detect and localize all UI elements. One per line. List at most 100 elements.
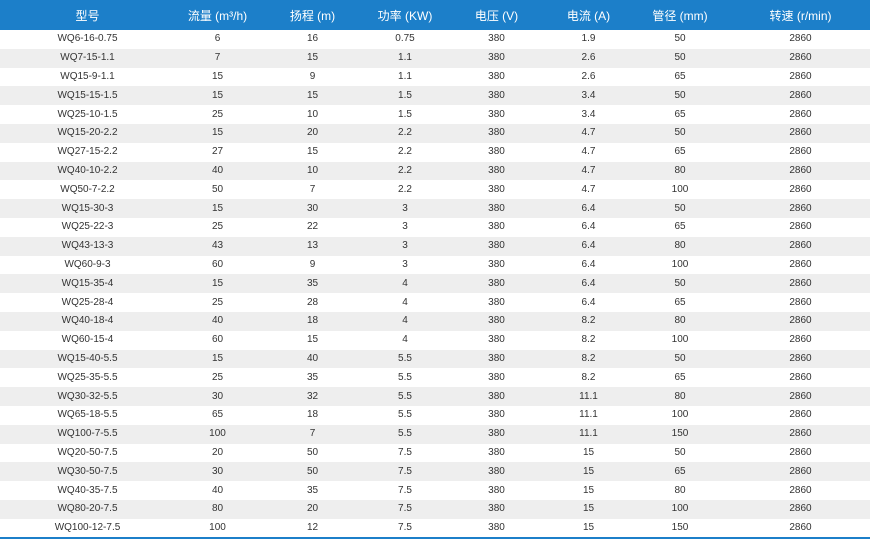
table-row: WQ15-15-1.5 15 15 1.5 380 3.4 50 2860 [0, 86, 870, 106]
current-cell: 8.2 [581, 352, 596, 364]
flow-cell: 15 [211, 70, 224, 82]
current-cell: 6.4 [581, 258, 596, 270]
current-cell: 6.4 [581, 277, 596, 289]
head-cell: 35 [306, 277, 319, 289]
current-cell: 4.7 [581, 127, 596, 139]
head-cell: 18 [306, 409, 319, 421]
pipe-diameter-header: 管径 (mm) [652, 8, 708, 23]
pipe-diameter-cell: 50 [674, 202, 686, 214]
current-cell: 6.4 [581, 202, 596, 214]
pipe-diameter-cell: 100 [671, 258, 689, 270]
model-cell: WQ100-7-5.5 [57, 428, 118, 440]
power-cell: 2.2 [398, 164, 412, 176]
head-cell: 9 [309, 258, 316, 270]
current-cell: 11.1 [579, 428, 598, 440]
pipe-diameter-cell: 65 [674, 371, 686, 383]
power-cell: 7.5 [398, 521, 412, 533]
head-cell: 35 [306, 371, 319, 383]
power-cell: 4 [402, 277, 408, 289]
current-cell: 11.1 [579, 409, 598, 421]
power-cell: 4 [402, 296, 408, 308]
pipe-diameter-cell: 100 [671, 409, 689, 421]
model-cell: WQ60-15-4 [61, 334, 114, 346]
power-cell: 3 [402, 240, 408, 252]
power-cell: 2.2 [398, 146, 412, 158]
power-cell: 1.5 [398, 89, 412, 101]
pipe-diameter-cell: 80 [674, 240, 686, 252]
flow-cell: 100 [209, 521, 226, 533]
table-row: WQ40-10-2.2 40 10 2.2 380 4.7 80 2860 [0, 161, 870, 181]
flow-cell: 40 [211, 164, 224, 176]
flow-cell: 20 [211, 446, 224, 458]
model-cell: WQ43-13-3 [61, 240, 114, 252]
speed-cell: 2860 [789, 221, 812, 233]
voltage-cell: 380 [488, 70, 505, 82]
table-row: WQ20-50-7.5 20 50 7.5 380 15 50 2860 [0, 443, 870, 463]
table-row: WQ60-9-3 60 9 3 380 6.4 100 2860 [0, 255, 870, 275]
power-cell: 2.2 [398, 183, 412, 195]
model-cell: WQ40-18-4 [61, 315, 114, 327]
current-cell: 1.9 [581, 33, 596, 45]
flow-cell: 25 [211, 108, 224, 120]
flow-cell: 30 [211, 390, 224, 402]
head-cell: 16 [306, 33, 319, 45]
voltage-cell: 380 [488, 146, 505, 158]
head-cell: 20 [306, 127, 319, 139]
pipe-diameter-cell: 50 [674, 352, 686, 364]
table-row: WQ7-15-1.1 7 15 1.1 380 2.6 50 2860 [0, 48, 870, 68]
head-cell: 7 [309, 428, 316, 440]
power-cell: 3 [402, 202, 408, 214]
flow-cell: 100 [209, 428, 226, 440]
current-header: 电流 (A) [566, 8, 611, 23]
head-cell: 22 [306, 221, 319, 233]
flow-cell: 7 [214, 52, 221, 64]
table-row: WQ40-18-4 40 18 4 380 8.2 80 2860 [0, 311, 870, 331]
current-cell: 6.4 [581, 240, 596, 252]
power-cell: 5.5 [398, 371, 412, 383]
table-header: 型号 流量 (m³/h) 扬程 (m) 功率 (KW) 电压 (V) 电流 (A) 管径 (… [0, 0, 870, 30]
voltage-cell: 380 [488, 221, 505, 233]
model-cell: WQ30-50-7.5 [57, 465, 118, 477]
flow-header: 流量 (m³/h) [187, 8, 248, 23]
pipe-diameter-cell: 50 [674, 52, 686, 64]
flow-cell: 43 [211, 240, 224, 252]
current-cell: 15 [582, 484, 595, 496]
current-cell: 15 [582, 465, 595, 477]
pipe-diameter-cell: 65 [674, 70, 686, 82]
model-cell: WQ15-15-1.5 [57, 89, 118, 101]
model-cell: WQ40-35-7.5 [57, 484, 118, 496]
speed-cell: 2860 [789, 428, 812, 440]
pipe-diameter-cell: 65 [674, 108, 686, 120]
power-cell: 4 [402, 334, 408, 346]
head-cell: 30 [306, 202, 319, 214]
flow-cell: 80 [211, 503, 224, 515]
power-cell: 4 [402, 315, 408, 327]
speed-cell: 2860 [789, 334, 812, 346]
table-row: WQ15-9-1.1 15 9 1.1 380 2.6 65 2860 [0, 67, 870, 87]
model-cell: WQ6-16-0.75 [57, 33, 118, 45]
pipe-diameter-cell: 65 [674, 221, 686, 233]
model-cell: WQ30-32-5.5 [57, 390, 118, 402]
head-cell: 18 [306, 315, 319, 327]
voltage-cell: 380 [488, 409, 505, 421]
voltage-cell: 380 [488, 484, 505, 496]
voltage-cell: 380 [488, 240, 505, 252]
table-row: WQ15-20-2.2 15 20 2.2 380 4.7 50 2860 [0, 123, 870, 143]
head-cell: 15 [306, 146, 319, 158]
head-header: 扬程 (m) [289, 8, 336, 23]
current-cell: 4.7 [581, 164, 596, 176]
flow-cell: 6 [214, 33, 221, 45]
speed-cell: 2860 [789, 70, 812, 82]
speed-cell: 2860 [789, 33, 812, 45]
table-row: WQ30-50-7.5 30 50 7.5 380 15 65 2860 [0, 462, 870, 482]
model-cell: WQ25-22-3 [61, 221, 114, 233]
head-cell: 28 [306, 296, 319, 308]
flow-cell: 60 [211, 334, 224, 346]
table-row: WQ15-40-5.5 15 40 5.5 380 8.2 50 2860 [0, 349, 870, 369]
speed-cell: 2860 [789, 52, 812, 64]
table-row: WQ25-22-3 25 22 3 380 6.4 65 2860 [0, 217, 870, 237]
speed-cell: 2860 [789, 465, 812, 477]
pipe-diameter-cell: 65 [674, 296, 686, 308]
flow-cell: 40 [211, 484, 224, 496]
model-cell: WQ60-9-3 [64, 258, 111, 270]
